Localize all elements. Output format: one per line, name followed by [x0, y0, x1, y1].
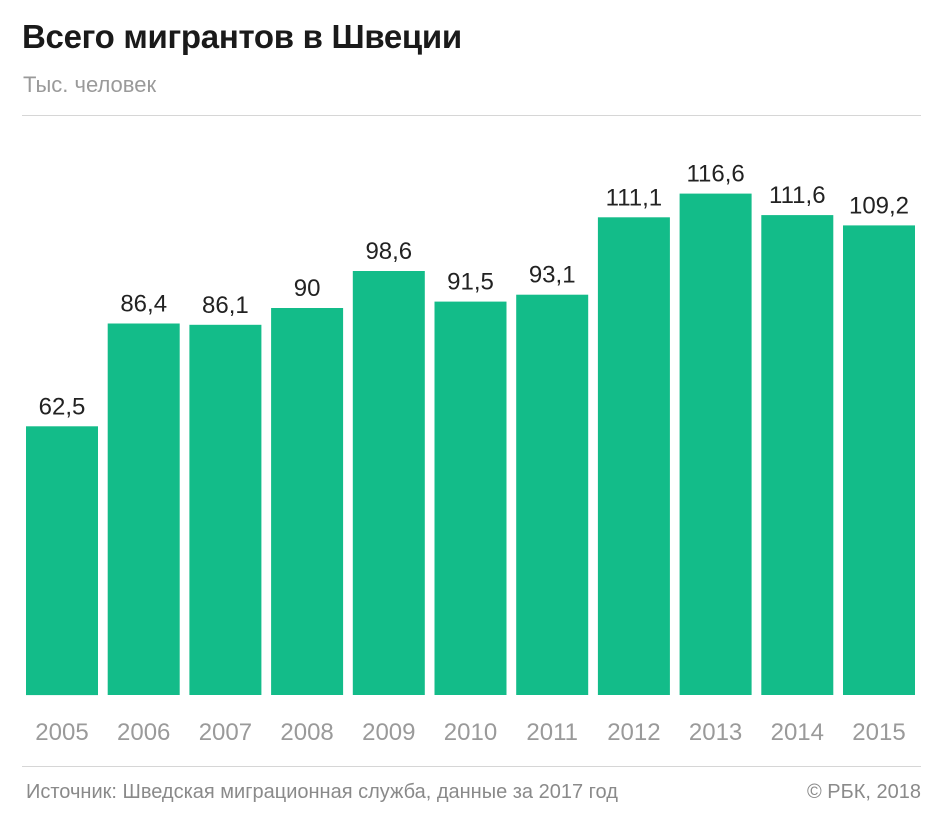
top-divider — [22, 115, 921, 116]
x-tick-2005: 2005 — [35, 719, 88, 746]
value-labels-group: 62,5 86,4 86,1 90 98,6 91,5 93,1 111,1 116,6 111,… — [39, 161, 909, 421]
bar-2006 — [107, 323, 180, 695]
x-tick-2014: 2014 — [771, 719, 824, 746]
value-label-2013: 116,6 — [686, 161, 744, 188]
x-tick-2007: 2007 — [199, 719, 252, 746]
value-label-2007: 86,1 — [202, 292, 249, 319]
bar-2005 — [26, 426, 98, 696]
x-tick-2008: 2008 — [280, 719, 333, 746]
x-tick-2010: 2010 — [444, 719, 497, 746]
bottom-divider — [22, 766, 921, 767]
value-label-2008: 90 — [294, 275, 321, 302]
x-tick-2012: 2012 — [607, 719, 660, 746]
value-label-2005: 62,5 — [39, 393, 86, 420]
bar-2011 — [516, 294, 589, 695]
value-label-2014: 111,6 — [769, 182, 826, 209]
value-label-2009: 98,6 — [365, 238, 412, 265]
chart-title: Всего мигрантов в Швеции — [22, 18, 462, 55]
bar-chart: 62,5 86,4 86,1 90 98,6 91,5 93,1 111,1 116,6 111,… — [26, 161, 915, 746]
bar-2014 — [761, 215, 834, 695]
value-label-2011: 93,1 — [529, 262, 576, 289]
x-tick-2006: 2006 — [117, 719, 170, 746]
value-label-2012: 111,1 — [606, 184, 663, 211]
value-label-2010: 91,5 — [447, 269, 494, 296]
x-tick-labels-group: 2005 2006 2007 2008 2009 2010 2011 2012 2013 2014… — [35, 719, 905, 746]
bar-2013 — [679, 193, 752, 695]
x-tick-2009: 2009 — [362, 719, 415, 746]
source-note: Источник: Шведская миграционная служба, … — [26, 781, 618, 803]
value-label-2006: 86,4 — [120, 291, 167, 318]
value-label-2015: 109,2 — [849, 192, 909, 219]
bar-2009 — [352, 271, 425, 695]
bar-2008 — [271, 308, 344, 695]
chart-subtitle: Тыс. человек — [23, 72, 157, 97]
bar-2012 — [597, 217, 670, 696]
x-tick-2013: 2013 — [689, 719, 742, 746]
x-tick-2011: 2011 — [526, 719, 578, 746]
bars-group — [26, 193, 915, 696]
x-tick-2015: 2015 — [852, 719, 905, 746]
copyright-note: © РБК, 2018 — [806, 781, 921, 803]
bar-2007 — [189, 324, 262, 695]
bar-2015 — [843, 225, 915, 695]
bar-2010 — [434, 301, 507, 695]
